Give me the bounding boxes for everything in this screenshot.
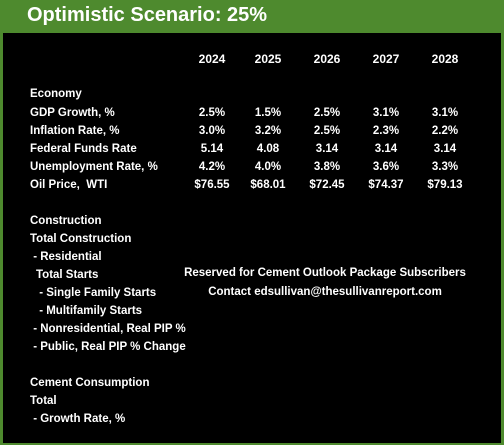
cement-total-label: Total — [30, 395, 57, 407]
single-family-starts-label: - Single Family Starts — [36, 287, 157, 299]
row-label-gdp-growth: GDP Growth, % — [30, 107, 115, 119]
inflation-2027: 2.3% — [372, 125, 400, 137]
unemployment-2028: 3.3% — [431, 161, 459, 173]
oil-2027: $74.37 — [368, 179, 404, 191]
contact-email[interactable]: Contact edsullivan@thesullivanreport.com — [208, 286, 442, 298]
title-bar: Optimistic Scenario: 25% — [0, 0, 504, 33]
unemployment-2026: 3.8% — [313, 161, 341, 173]
total-construction-label: Total Construction — [30, 233, 132, 245]
construction-heading: Construction — [30, 215, 102, 227]
page-title: Optimistic Scenario: 25% — [27, 4, 268, 26]
oil-2025: $68.01 — [250, 179, 286, 191]
unemployment-2027: 3.6% — [372, 161, 400, 173]
content-frame — [0, 33, 504, 445]
unemployment-2025: 4.0% — [254, 161, 282, 173]
multifamily-starts-label: - Multifamily Starts — [36, 305, 143, 317]
total-starts-label: Total Starts — [36, 269, 99, 281]
public-label: - Public, Real PIP % Change — [30, 341, 186, 353]
oil-2028: $79.13 — [427, 179, 463, 191]
economy-heading: Economy — [30, 88, 82, 100]
fed-funds-2028: 3.14 — [433, 143, 457, 155]
year-header-2026: 2026 — [313, 52, 341, 66]
subscriber-notice: Reserved for Cement Outlook Package Subs… — [184, 267, 466, 279]
inflation-2026: 2.5% — [313, 125, 341, 137]
row-label-inflation-rate: Inflation Rate, % — [30, 125, 120, 137]
year-header-2028: 2028 — [431, 52, 459, 66]
gdp-2024: 2.5% — [198, 107, 226, 119]
fed-funds-2025: 4.08 — [256, 143, 280, 155]
fed-funds-2024: 5.14 — [200, 143, 224, 155]
fed-funds-2026: 3.14 — [315, 143, 339, 155]
gdp-2027: 3.1% — [372, 107, 400, 119]
oil-2024: $76.55 — [194, 179, 230, 191]
inflation-2028: 2.2% — [431, 125, 459, 137]
inflation-2024: 3.0% — [198, 125, 226, 137]
gdp-2026: 2.5% — [313, 107, 341, 119]
inflation-2025: 3.2% — [254, 125, 282, 137]
row-label-unemployment-rate: Unemployment Rate, % — [30, 161, 158, 173]
row-label-federal-funds-rate: Federal Funds Rate — [30, 143, 137, 155]
row-label-oil-price: Oil Price, WTI — [30, 179, 108, 191]
oil-2026: $72.45 — [309, 179, 345, 191]
cement-growth-rate-label: - Growth Rate, % — [30, 413, 126, 425]
unemployment-2024: 4.2% — [198, 161, 226, 173]
nonresidential-label: - Nonresidential, Real PIP % — [30, 323, 186, 335]
year-header-2027: 2027 — [372, 52, 400, 66]
residential-label: - Residential — [30, 251, 102, 263]
gdp-2028: 3.1% — [431, 107, 459, 119]
year-header-2025: 2025 — [254, 52, 282, 66]
fed-funds-2027: 3.14 — [374, 143, 398, 155]
cement-consumption-heading: Cement Consumption — [30, 377, 150, 389]
year-header-2024: 2024 — [198, 52, 226, 66]
gdp-2025: 1.5% — [254, 107, 282, 119]
